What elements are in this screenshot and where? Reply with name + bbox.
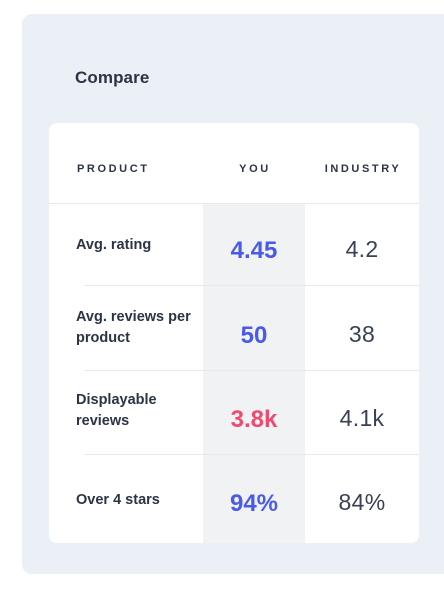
row-label: Displayable reviews [76, 392, 157, 429]
header-divider [49, 203, 419, 204]
row-you-value: 50 [240, 322, 268, 349]
row-label: Over 4 stars [76, 492, 160, 508]
row-you-value: 94% [229, 490, 279, 517]
header-you: YOU [239, 163, 271, 175]
table-row: Avg. reviews per product 50 38 [49, 286, 419, 370]
compare-panel: Compare PRODUCT YOU INDUSTRY Avg. rating… [22, 14, 444, 574]
row-divider [84, 454, 419, 455]
table-row: Avg. rating 4.45 4.2 [49, 204, 419, 285]
row-label: Avg. rating [76, 237, 152, 253]
header-product: PRODUCT [77, 163, 150, 175]
row-industry-value: 4.1k [339, 405, 385, 431]
compare-table: PRODUCT YOU INDUSTRY Avg. rating 4.45 4.… [49, 123, 419, 543]
table-row: Displayable reviews 3.8k 4.1k [49, 371, 419, 454]
row-divider [84, 285, 419, 286]
row-label: Avg. reviews per product [76, 309, 191, 346]
header-industry: INDUSTRY [324, 163, 402, 175]
table-header: PRODUCT YOU INDUSTRY [49, 123, 419, 203]
table-row: Over 4 stars 94% 84% [49, 455, 419, 543]
row-divider [84, 370, 419, 371]
row-you-value: 3.8k [230, 406, 278, 433]
you-column-highlight [203, 204, 305, 543]
row-you-value: 4.45 [230, 237, 278, 264]
row-industry-value: 38 [348, 321, 376, 347]
row-industry-value: 4.2 [345, 236, 379, 262]
row-industry-value: 84% [338, 489, 386, 515]
panel-title: Compare [75, 68, 150, 87]
